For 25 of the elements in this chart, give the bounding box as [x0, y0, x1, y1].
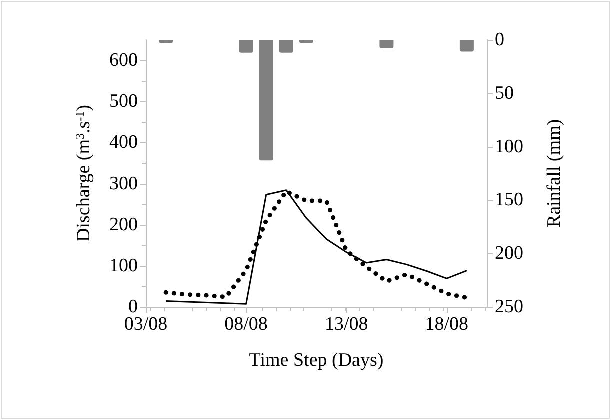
bar	[279, 40, 294, 53]
y2-tick-label: 200	[495, 243, 524, 264]
y2-tick-label: 250	[495, 296, 524, 318]
x-axis-title: Time Step (Days)	[249, 350, 384, 371]
y2-axis-title: Rainfall (mm)	[544, 119, 565, 228]
x-tick-label: 18/08	[425, 314, 469, 335]
bar	[259, 40, 274, 161]
bar	[460, 40, 474, 52]
bar	[380, 40, 394, 49]
bar	[299, 40, 314, 44]
y-tick-label: 400	[110, 132, 138, 154]
y2-tick-label: 100	[495, 136, 524, 158]
y-tick-label: 600	[110, 50, 138, 72]
y-tick-label: 500	[110, 91, 138, 112]
y-tick-label: 100	[110, 255, 138, 276]
bar	[159, 40, 174, 44]
y2-tick-label: 150	[495, 190, 524, 211]
y-tick-label: 300	[110, 173, 138, 194]
y2-tick-label: 0	[495, 30, 504, 50]
y-axis-title: Discharge (m3.s-1)	[73, 105, 94, 242]
x-tick-label: 08/08	[224, 314, 268, 335]
bar	[239, 40, 254, 53]
x-tick-label: 13/08	[324, 314, 368, 335]
y-tick-label: 200	[110, 214, 138, 236]
y2-tick-label: 50	[495, 82, 514, 104]
